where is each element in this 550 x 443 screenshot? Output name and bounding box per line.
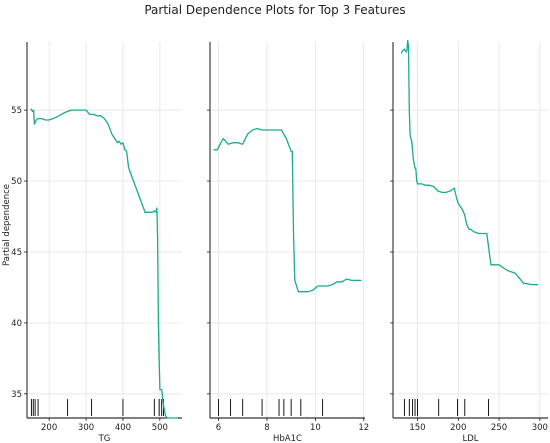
x-tick-label: 150	[409, 423, 425, 433]
y-tick-label: 50	[11, 177, 22, 187]
x-axis-label: LDL	[462, 434, 478, 443]
y-axis-label: Partial dependence	[2, 184, 12, 266]
x-tick-label: 300	[532, 423, 548, 433]
x-tick-label: 500	[152, 423, 168, 433]
x-tick-label: 300	[78, 423, 94, 433]
y-tick-label: 35	[11, 390, 22, 400]
y-tick-label: 55	[11, 106, 22, 116]
chart-panels: 35 40 45 50 55 200 300 400 500 TG 6 8 10 12 HbA1C 150 20…	[11, 39, 548, 443]
partial-dependence-line-ldl	[400, 39, 539, 286]
y-tick-label: 40	[11, 319, 22, 329]
figure-title: Partial Dependence Plots for Top 3 Featu…	[144, 3, 405, 17]
x-tick-label: 12	[358, 423, 369, 433]
x-tick-label: 400	[115, 423, 131, 433]
x-tick-label: 250	[491, 423, 507, 433]
x-axis-label: TG	[98, 434, 111, 443]
panel-ldl: 150 200 250 300 LDL	[390, 39, 548, 443]
partial-dependence-line-tg	[30, 108, 178, 419]
x-tick-label: 10	[310, 423, 321, 433]
x-tick-label: 8	[264, 423, 269, 433]
panel-hba1c: 6 8 10 12 HbA1C	[207, 42, 369, 443]
x-tick-label: 6	[216, 423, 221, 433]
y-tick-label: 45	[11, 248, 22, 258]
partial-dependence-line-hba1c	[213, 127, 362, 293]
panel-tg: 35 40 45 50 55 200 300 400 500 TG	[11, 42, 182, 443]
x-tick-label: 200	[450, 423, 466, 433]
x-axis-label: HbA1C	[273, 434, 302, 443]
x-tick-label: 200	[41, 423, 57, 433]
